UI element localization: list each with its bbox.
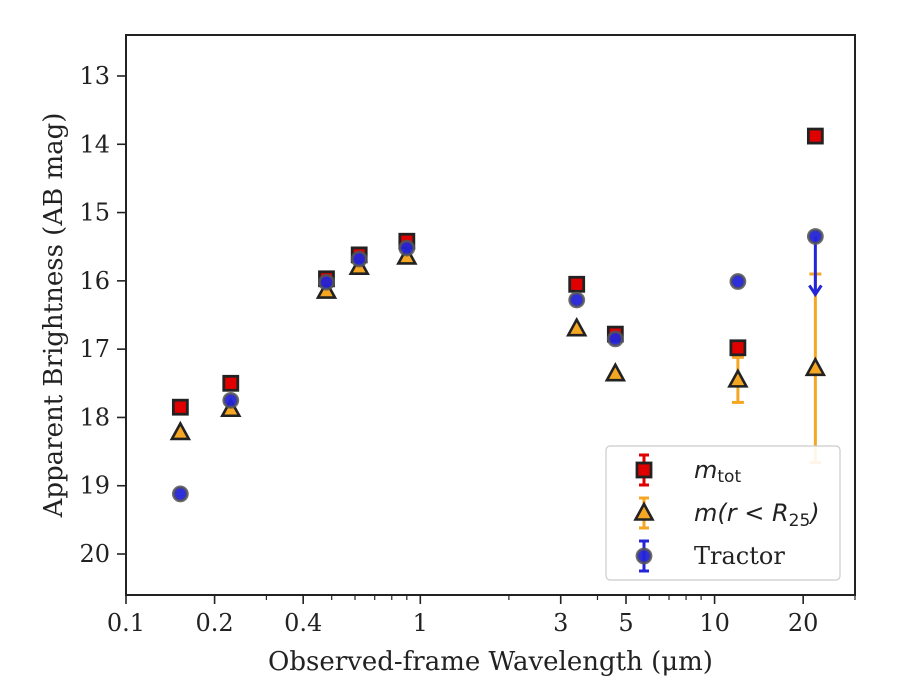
- plot-frame: [125, 34, 856, 596]
- y-tick-label: 16: [79, 267, 110, 295]
- x-tick-label: 0.4: [284, 609, 322, 637]
- circle-point: [222, 391, 240, 409]
- x-tick-label: 20: [788, 609, 819, 637]
- y-axis-label: Apparent Brightness (AB mag): [39, 113, 69, 519]
- y-tick-label: 13: [79, 62, 110, 90]
- y-tick-label: 17: [79, 335, 110, 363]
- square-point: [568, 275, 586, 293]
- circle-point: [729, 273, 747, 290]
- square-point: [171, 398, 189, 416]
- square-point: [729, 339, 747, 357]
- legend-label: mtot: [694, 456, 741, 487]
- x-tick-label: 1: [413, 609, 428, 637]
- circle-point: [806, 228, 824, 245]
- x-tick-label: 0.1: [107, 609, 145, 637]
- circle-point: [318, 273, 335, 291]
- legend-marker: [635, 461, 653, 479]
- circle-point: [606, 330, 624, 348]
- x-tick-label: 5: [618, 609, 633, 637]
- square-point: [222, 374, 240, 392]
- circle-point: [568, 291, 586, 309]
- legend-label: Tractor: [694, 542, 785, 570]
- legend-label: m(r < R25): [694, 499, 820, 531]
- data-marks: [169, 127, 827, 503]
- y-tick-label: 19: [79, 472, 110, 500]
- x-tick-label: 10: [699, 609, 730, 637]
- x-axis-label: Observed-frame Wavelength (μm): [268, 647, 713, 677]
- legend-marker: [633, 501, 655, 521]
- y-tick-label: 18: [79, 403, 110, 431]
- x-tick-label: 3: [553, 609, 568, 637]
- triangle-point: [804, 356, 827, 377]
- circle-point: [350, 250, 368, 268]
- square-point: [806, 127, 824, 145]
- legend: mtot m(r < R25) Tractor: [605, 445, 841, 581]
- y-tick-label: 20: [79, 540, 110, 568]
- triangle-point: [169, 420, 192, 441]
- upper-limit-arrowhead: [808, 284, 823, 298]
- y-tick-label: 15: [79, 199, 110, 227]
- x-tick-label: 0.2: [196, 609, 234, 637]
- legend-box: [605, 445, 841, 581]
- triangle-point: [566, 316, 588, 337]
- triangle-point: [727, 368, 749, 388]
- y-tick-label: 14: [79, 130, 110, 158]
- circle-point: [398, 239, 416, 257]
- circle-point: [171, 485, 189, 503]
- triangle-point: [604, 362, 627, 382]
- legend-marker: [635, 547, 653, 565]
